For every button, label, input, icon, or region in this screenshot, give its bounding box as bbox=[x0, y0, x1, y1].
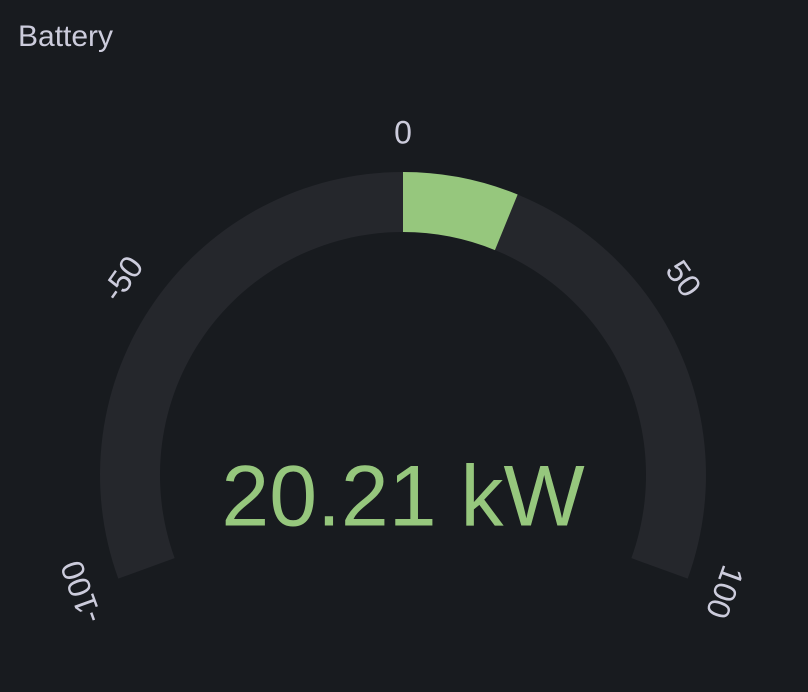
tick-label: 0 bbox=[394, 114, 412, 150]
value-label: 20.21 kW bbox=[221, 449, 584, 545]
gauge-value bbox=[403, 172, 518, 251]
gauge-track bbox=[100, 172, 707, 579]
chart-title: Battery bbox=[18, 20, 113, 53]
